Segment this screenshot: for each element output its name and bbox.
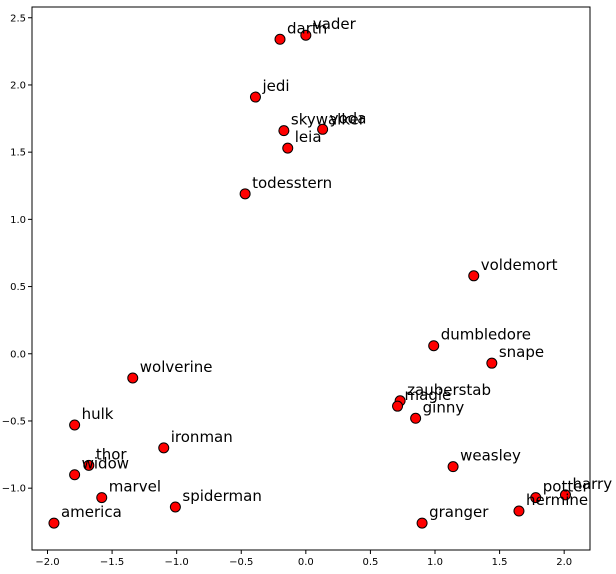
point-label-widow: widow xyxy=(82,455,129,473)
point-label-hermine: hermine xyxy=(526,491,588,509)
point-label-thor: thor xyxy=(96,445,128,463)
point-label-wolverine: wolverine xyxy=(140,358,213,376)
data-point-voldemort xyxy=(468,270,480,282)
data-point-jedi xyxy=(249,91,261,103)
x-tick-label: 2.0 xyxy=(556,557,572,568)
data-point-marvel xyxy=(96,492,108,504)
x-tick-label: −0.5 xyxy=(229,557,253,568)
y-tick-label: −1.0 xyxy=(2,484,26,495)
x-tick-label: −2.0 xyxy=(35,557,59,568)
data-point-america xyxy=(48,517,60,529)
point-label-jedi: jedi xyxy=(261,77,289,95)
data-point-hermine xyxy=(513,505,525,517)
data-point-snape xyxy=(486,357,498,369)
x-tick-label: 0.5 xyxy=(362,557,378,568)
point-label-todesstern: todesstern xyxy=(252,174,332,192)
point-label-dumbledore: dumbledore xyxy=(441,326,531,344)
y-tick-label: 0.0 xyxy=(10,349,26,360)
point-label-skywalker: skywalker xyxy=(291,111,366,129)
data-point-yoda xyxy=(317,123,329,135)
data-point-harry xyxy=(559,489,571,501)
data-point-hulk xyxy=(69,419,81,431)
point-label-darth: darth xyxy=(287,19,327,37)
data-point-skywalker xyxy=(278,125,290,137)
point-label-america: america xyxy=(61,503,122,521)
y-tick-label: 0.5 xyxy=(10,282,26,293)
y-tick-label: 1.0 xyxy=(10,215,26,226)
y-tick-label: 2.5 xyxy=(10,13,26,24)
point-label-leia: leia xyxy=(295,128,322,146)
data-points xyxy=(48,29,571,529)
point-label-ironman: ironman xyxy=(171,428,233,446)
data-point-ginny xyxy=(410,412,422,424)
x-axis: −2.0 −1.5 −1.0 −0.5 0.0 0.5 1.0 1.5 2.0 xyxy=(35,550,572,568)
point-label-hulk: hulk xyxy=(82,405,114,423)
x-tick-label: 1.0 xyxy=(427,557,443,568)
point-label-ginny: ginny xyxy=(423,398,465,416)
data-point-granger xyxy=(416,517,428,529)
x-tick-label: 1.5 xyxy=(492,557,508,568)
data-point-darth xyxy=(274,33,286,45)
point-label-magie: magie xyxy=(405,386,452,404)
data-point-leia xyxy=(282,142,294,154)
point-label-snape: snape xyxy=(499,343,544,361)
point-label-weasley: weasley xyxy=(460,447,521,465)
data-point-ironman xyxy=(158,442,170,454)
data-point-todesstern xyxy=(239,188,251,200)
point-label-vader: vader xyxy=(313,15,357,33)
point-label-yoda: yoda xyxy=(330,109,367,127)
point-label-potter: potter xyxy=(543,478,590,496)
data-point-potter xyxy=(530,492,542,504)
point-label-zauberstab: zauberstab xyxy=(407,381,491,399)
data-point-spiderman xyxy=(169,501,181,513)
point-label-granger: granger xyxy=(429,503,489,521)
point-label-marvel: marvel xyxy=(109,478,161,496)
data-point-thor xyxy=(83,459,95,471)
x-tick-label: −1.0 xyxy=(165,557,189,568)
data-point-weasley xyxy=(447,461,459,473)
y-axis: −1.0 −0.5 0.0 0.5 1.0 1.5 2.0 2.5 xyxy=(2,13,32,495)
data-point-wolverine xyxy=(127,372,139,384)
y-tick-label: 1.5 xyxy=(10,148,26,159)
x-tick-label: −1.5 xyxy=(100,557,124,568)
point-label-voldemort: voldemort xyxy=(481,256,558,274)
data-point-widow xyxy=(69,469,81,481)
data-point-dumbledore xyxy=(428,340,440,352)
point-label-harry: harry xyxy=(572,475,612,493)
data-point-magie xyxy=(392,400,404,412)
y-tick-label: −0.5 xyxy=(2,416,26,427)
plot-frame xyxy=(31,6,591,551)
y-tick-label: 2.0 xyxy=(10,80,26,91)
point-label-spiderman: spiderman xyxy=(182,487,261,505)
x-tick-label: 0.0 xyxy=(298,557,314,568)
data-point-vader xyxy=(300,29,312,41)
